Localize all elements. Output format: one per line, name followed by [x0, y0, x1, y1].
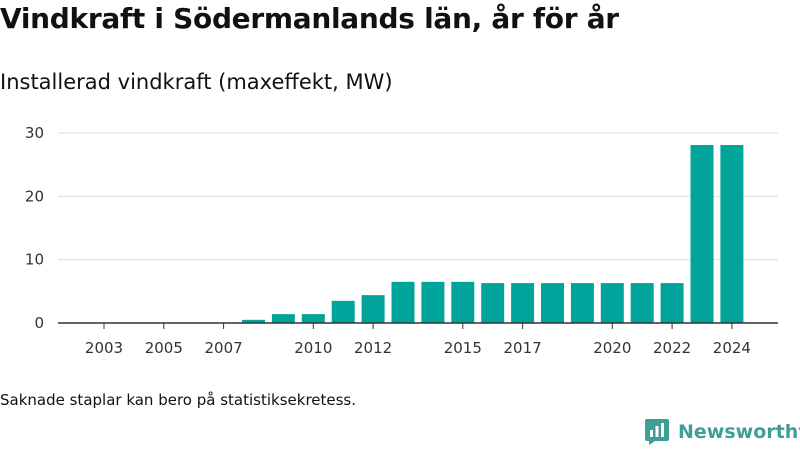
x-tick-label: 2003: [85, 339, 123, 357]
bar-2023: [690, 145, 714, 323]
bar-2012: [361, 295, 385, 323]
bar-2017: [511, 283, 535, 323]
bar-2010: [301, 314, 325, 323]
bar-2008: [242, 319, 265, 323]
brand-logo: Newsworthy: [644, 418, 800, 446]
bar-2013: [391, 281, 415, 323]
brand-name: Newsworthy: [678, 421, 800, 443]
x-tick-label: 2022: [653, 339, 691, 357]
x-tick-label: 2020: [593, 339, 631, 357]
y-tick-label: 10: [25, 251, 44, 269]
chart-title: Vindkraft i Södermanlands län, år för år: [0, 2, 619, 35]
bar-2021: [630, 283, 654, 323]
bar-2016: [481, 283, 505, 323]
newsworthy-logo-icon: [645, 419, 669, 445]
bar-2018: [541, 283, 564, 323]
bar-2020: [600, 283, 624, 323]
x-tick-label: 2024: [713, 339, 751, 357]
x-tick-label: 2012: [354, 339, 392, 357]
bar-2022: [660, 283, 684, 323]
chart-subtitle: Installerad vindkraft (maxeffekt, MW): [0, 70, 393, 94]
bar-2019: [570, 283, 594, 323]
bar-chart: 0 10 20 30 2003 2005 2007 2010 2012 2015 2017 2020 2…: [25, 124, 778, 357]
x-tick-label: 2010: [294, 339, 332, 357]
bar-2024: [720, 145, 744, 323]
bar-2014: [421, 281, 445, 323]
x-tick-label: 2007: [205, 339, 243, 357]
x-tick-label: 2017: [504, 339, 542, 357]
bar-2011: [331, 300, 355, 323]
y-tick-label: 30: [25, 124, 44, 142]
footnote: Saknade staplar kan bero på statistiksek…: [0, 391, 357, 409]
x-tick-label: 2015: [444, 339, 482, 357]
x-tick-label: 2005: [145, 339, 183, 357]
bar-2015: [451, 281, 475, 323]
y-tick-label: 0: [34, 314, 44, 332]
y-tick-label: 20: [25, 187, 44, 205]
bar-2009: [271, 314, 295, 323]
